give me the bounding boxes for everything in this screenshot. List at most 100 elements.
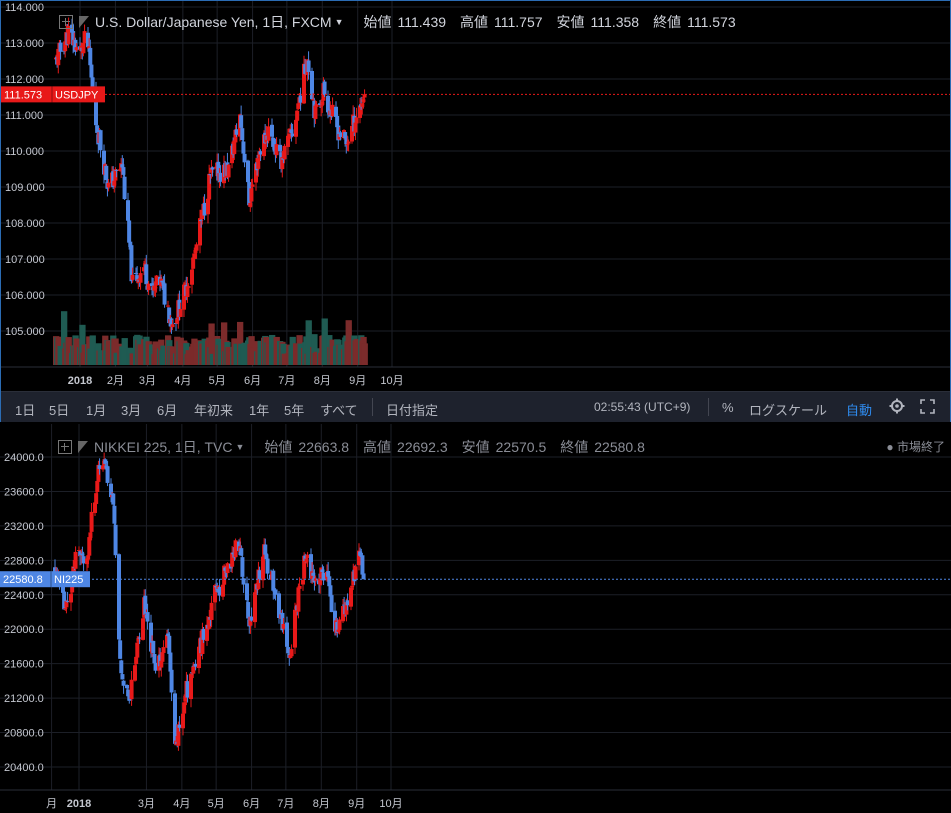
usdjpy-candle-body bbox=[266, 126, 271, 141]
nikkei-chart-canvas[interactable]: 24000.0 23600.0 23200.0 22800.0 22400.0 22000… bbox=[0, 424, 951, 813]
usdjpy-volume-bar bbox=[208, 323, 215, 365]
range-5y[interactable]: 5年 bbox=[284, 403, 305, 418]
nikkei-candle-body bbox=[304, 558, 309, 563]
usdjpy-candle-body bbox=[343, 132, 348, 139]
gear-icon[interactable] bbox=[889, 398, 905, 414]
usdjpy-volume-bar bbox=[265, 337, 272, 365]
nikkei-symbol-title[interactable]: NIKKEI 225, 1日, TVC bbox=[94, 439, 233, 455]
range-3m[interactable]: 3月 bbox=[121, 403, 142, 418]
nikkei-x-tick-label: 5月 bbox=[208, 798, 225, 810]
usdjpy-candle-body bbox=[262, 134, 266, 157]
usdjpy-candle-body bbox=[290, 133, 295, 137]
collapse-icon[interactable] bbox=[59, 15, 73, 29]
usdjpy-candle-body bbox=[246, 160, 250, 183]
usdjpy-candle-body bbox=[202, 202, 207, 216]
nikkei-candle-body bbox=[89, 511, 94, 532]
usdjpy-candle-body bbox=[129, 245, 134, 282]
nikkei-candle-body bbox=[257, 570, 262, 579]
nikkei-candle-body bbox=[158, 654, 163, 667]
usdjpy-candle-body bbox=[358, 105, 362, 118]
usdjpy-candle-body bbox=[232, 140, 237, 155]
usdjpy-volume-bar bbox=[233, 343, 240, 365]
nikkei-candle-body bbox=[205, 624, 209, 641]
range-1d[interactable]: 1日 bbox=[15, 403, 36, 418]
usdjpy-candles bbox=[54, 17, 367, 334]
usdjpy-candle-body bbox=[127, 220, 132, 243]
nikkei-candle-body bbox=[62, 591, 67, 610]
usdjpy-candle-body bbox=[186, 286, 191, 288]
usdjpy-y-tick-label: 106.000 bbox=[5, 290, 45, 302]
usdjpy-candle-body bbox=[114, 169, 119, 171]
flag-icon[interactable] bbox=[78, 441, 88, 453]
usdjpy-y-tick-label: 107.000 bbox=[5, 254, 45, 266]
fullscreen-icon[interactable] bbox=[920, 399, 935, 414]
nikkei-candle-body bbox=[141, 618, 145, 640]
nikkei-candle-body bbox=[86, 555, 91, 560]
nikkei-candle-body bbox=[341, 606, 345, 622]
usdjpy-candle-body bbox=[326, 95, 330, 113]
goto-date-button[interactable]: 日付指定 bbox=[386, 403, 439, 418]
usdjpy-candle-body bbox=[216, 161, 221, 181]
usdjpy-x-tick-label: 3月 bbox=[139, 375, 156, 387]
usdjpy-candle-body bbox=[90, 77, 95, 88]
toolbar-divider bbox=[708, 398, 709, 416]
nikkei-candle-body bbox=[105, 466, 110, 483]
chevron-down-icon[interactable]: ▼ bbox=[334, 17, 344, 27]
usdjpy-candle-body bbox=[334, 106, 338, 117]
nikkei-candle-body bbox=[166, 633, 171, 637]
usdjpy-candle-body bbox=[88, 47, 93, 66]
usdjpy-chart-panel[interactable]: 114.000 113.000 112.000 111.000 110.000 109.0… bbox=[0, 0, 951, 422]
nikkei-chart-panel[interactable]: 24000.0 23600.0 23200.0 22800.0 22400.0 22000… bbox=[0, 424, 951, 813]
close-value: 22580.8 bbox=[594, 439, 645, 455]
auto-scale-toggle[interactable]: 自動 bbox=[846, 403, 873, 418]
nikkei-candle-body bbox=[143, 595, 148, 615]
nikkei-candle-body bbox=[176, 724, 181, 746]
nikkei-candle-body bbox=[311, 572, 316, 576]
percent-toggle[interactable]: % bbox=[722, 400, 734, 415]
usdjpy-volume bbox=[53, 311, 368, 365]
nikkei-candle-body bbox=[109, 483, 113, 498]
nikkei-candle-body bbox=[321, 572, 326, 581]
range-6m[interactable]: 6月 bbox=[157, 403, 178, 418]
flag-icon[interactable] bbox=[79, 16, 89, 28]
usdjpy-candle-body bbox=[74, 47, 79, 51]
nikkei-candle-body bbox=[185, 681, 190, 698]
usdjpy-candle-body bbox=[154, 275, 159, 286]
range-ytd[interactable]: 年初来 bbox=[194, 403, 234, 418]
usdjpy-volume-bar bbox=[237, 321, 244, 365]
log-scale-toggle[interactable]: ログスケール bbox=[749, 403, 828, 418]
nikkei-grid bbox=[0, 424, 951, 790]
range-1m[interactable]: 1月 bbox=[86, 403, 107, 418]
usdjpy-candle-body bbox=[122, 176, 127, 200]
nikkei-candle-body bbox=[329, 595, 334, 613]
usdjpy-candle-body bbox=[190, 269, 194, 285]
usdjpy-candle-body bbox=[287, 133, 292, 138]
usdjpy-y-tick-label: 105.000 bbox=[5, 326, 45, 338]
range-5d[interactable]: 5日 bbox=[49, 403, 70, 418]
usdjpy-candle-body bbox=[177, 299, 182, 317]
usdjpy-candle-body bbox=[104, 165, 109, 181]
usdjpy-candle-body bbox=[241, 141, 246, 154]
range-1y[interactable]: 1年 bbox=[249, 403, 270, 418]
usdjpy-volume-bar bbox=[129, 353, 136, 365]
usdjpy-chart-canvas[interactable]: 114.000 113.000 112.000 111.000 110.000 109.0… bbox=[1, 1, 950, 391]
usdjpy-candle-body bbox=[135, 275, 140, 282]
usdjpy-candle-body bbox=[126, 200, 130, 221]
nikkei-candle-body bbox=[273, 589, 278, 595]
nikkei-candle-body bbox=[221, 584, 225, 597]
usdjpy-volume-bar bbox=[121, 338, 128, 365]
usdjpy-volume-bar bbox=[105, 340, 112, 365]
usdjpy-candle-body bbox=[353, 122, 358, 133]
nikkei-candle-body bbox=[151, 640, 156, 654]
range-all[interactable]: すべて bbox=[320, 403, 358, 418]
chevron-down-icon[interactable]: ▼ bbox=[235, 442, 245, 452]
usdjpy-symbol-title[interactable]: U.S. Dollar/Japanese Yen, 1日, FXCM bbox=[95, 14, 332, 30]
usdjpy-candle-body bbox=[73, 39, 78, 52]
nikkei-candle-body bbox=[149, 622, 153, 652]
usdjpy-candle-body bbox=[198, 218, 202, 246]
collapse-icon[interactable] bbox=[58, 440, 72, 454]
nikkei-candle-body bbox=[293, 609, 297, 648]
usdjpy-volume-bar bbox=[169, 346, 176, 365]
usdjpy-volume-bar bbox=[97, 350, 104, 365]
nikkei-candle-body bbox=[217, 586, 222, 596]
